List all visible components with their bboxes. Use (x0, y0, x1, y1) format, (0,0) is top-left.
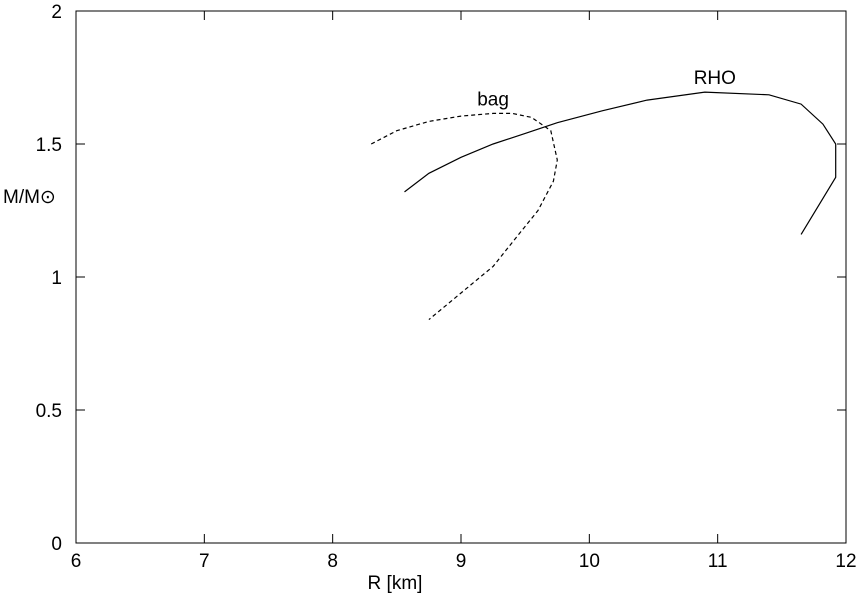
series-label-bag: bag (477, 89, 509, 110)
y-axis: 0 0.5 1 1.5 2 (36, 2, 846, 555)
x-tick-label: 9 (456, 551, 467, 572)
series-line-rho (404, 91, 837, 235)
y-axis-title: M/M⊙ (3, 187, 56, 208)
x-axis-title: R [km] (368, 573, 423, 594)
y-tick-label: 1.5 (36, 135, 62, 156)
series-line-bag (370, 112, 558, 321)
x-tick-label: 10 (579, 551, 600, 572)
y-tick-label: 2 (51, 2, 62, 23)
x-tick-label: 6 (71, 551, 82, 572)
x-tick-label: 11 (708, 551, 728, 572)
y-tick-label: 0 (51, 534, 62, 555)
x-tick-label: 12 (835, 551, 856, 572)
x-axis: 6 7 8 9 10 11 12 (71, 11, 857, 572)
y-tick-label: 0.5 (36, 401, 62, 422)
x-tick-label: 7 (199, 551, 210, 572)
y-tick-label: 1 (51, 268, 62, 289)
series-layer: RHO bag (370, 68, 837, 321)
series-label-rho: RHO (694, 68, 736, 89)
x-tick-label: 8 (327, 551, 338, 572)
plot-frame (75, 10, 847, 544)
